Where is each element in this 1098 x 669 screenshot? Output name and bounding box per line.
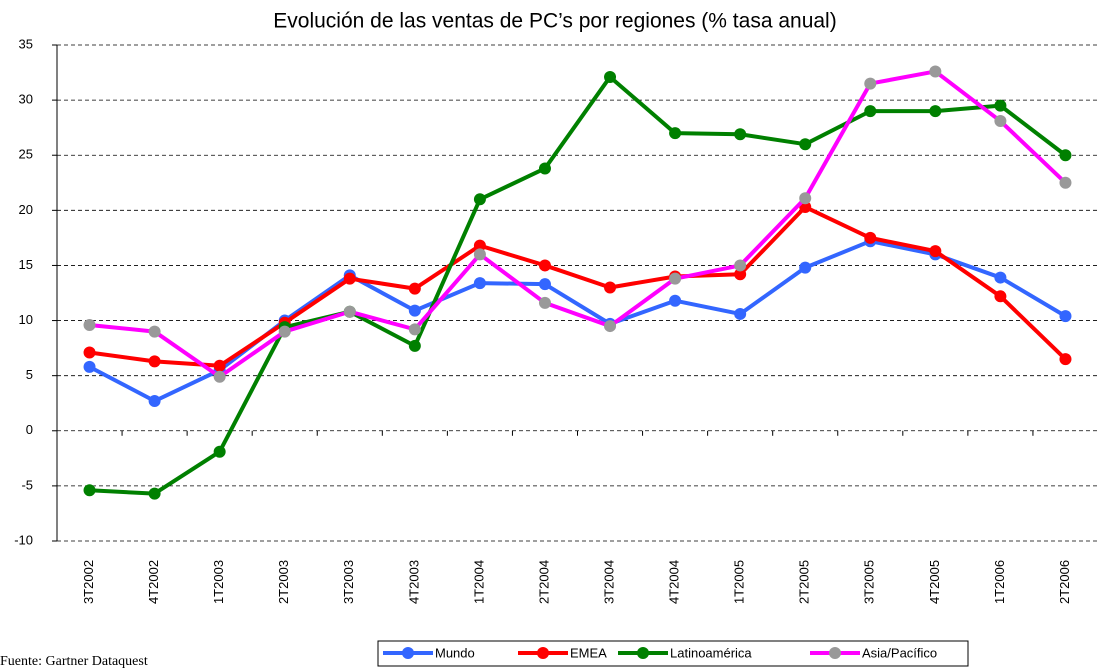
x-tick-label: 4T2002 <box>146 560 161 604</box>
y-tick-label: -5 <box>21 477 33 492</box>
y-tick-label: 0 <box>26 422 33 437</box>
data-point <box>213 370 226 383</box>
data-point <box>604 320 617 333</box>
data-point <box>734 268 747 281</box>
x-tick-label: 1T2006 <box>992 560 1007 604</box>
data-point <box>148 487 161 500</box>
x-tick-label: 4T2003 <box>406 560 421 604</box>
data-point <box>799 261 812 274</box>
x-tick-label: 1T2004 <box>471 560 486 604</box>
legend-label: Latinoamérica <box>670 645 752 660</box>
data-point <box>538 278 551 291</box>
data-point <box>538 162 551 175</box>
data-point <box>734 128 747 141</box>
y-tick-label: 25 <box>19 147 33 162</box>
data-point <box>538 259 551 272</box>
source-note: Fuente: Gartner Dataquest <box>0 654 148 669</box>
legend-marker <box>402 647 414 659</box>
x-tick-label: 2T2005 <box>797 560 812 604</box>
data-point <box>1059 353 1072 366</box>
legend-box <box>377 640 969 667</box>
x-tick-label: 1T2003 <box>211 560 226 604</box>
data-point <box>343 272 356 285</box>
y-tick-label: -10 <box>14 532 33 547</box>
data-point <box>538 296 551 309</box>
x-tick-label: 2T2003 <box>276 560 291 604</box>
data-point <box>408 323 421 336</box>
data-point <box>1059 310 1072 323</box>
series-line <box>89 74 1067 496</box>
y-tick-label: 20 <box>19 202 33 217</box>
data-point <box>213 445 226 458</box>
data-point <box>83 318 96 331</box>
data-point <box>1059 149 1072 162</box>
chart-title: Evolución de las ventas de PC’s por regi… <box>273 10 836 33</box>
data-point <box>669 127 682 140</box>
data-point <box>408 304 421 317</box>
data-point <box>669 272 682 285</box>
data-point <box>473 193 486 206</box>
data-point <box>734 307 747 320</box>
legend-marker <box>637 647 649 659</box>
y-tick-label: 10 <box>19 312 33 327</box>
x-tick-label: 2T2006 <box>1057 560 1072 604</box>
data-point <box>83 484 96 497</box>
data-point <box>994 99 1007 112</box>
data-point <box>1059 176 1072 189</box>
data-point <box>734 259 747 272</box>
data-point <box>148 325 161 338</box>
x-tick-label: 3T2004 <box>601 560 616 604</box>
data-point <box>994 290 1007 303</box>
data-point <box>604 281 617 294</box>
x-tick-label: 4T2004 <box>667 560 682 604</box>
data-point <box>864 77 877 90</box>
x-tick-label: 3T2002 <box>81 560 96 604</box>
data-point <box>929 65 942 78</box>
legend-marker <box>537 647 549 659</box>
legend-label: Mundo <box>435 645 475 660</box>
data-point <box>799 192 812 205</box>
data-point <box>213 359 226 372</box>
data-point <box>864 105 877 118</box>
legend-marker <box>829 647 841 659</box>
y-tick-label: 35 <box>19 36 33 51</box>
data-point <box>473 277 486 290</box>
x-tick-label: 3T2003 <box>341 560 356 604</box>
legend-label: EMEA <box>570 645 607 660</box>
y-tick-label: 15 <box>19 257 33 272</box>
legend-label: Asia/Pacífico <box>862 645 937 660</box>
data-point <box>604 70 617 83</box>
data-point <box>148 355 161 368</box>
data-point <box>799 138 812 151</box>
data-point <box>473 239 486 252</box>
series-line <box>89 205 1067 368</box>
y-tick-label: 30 <box>19 92 33 107</box>
data-point <box>669 294 682 307</box>
data-point <box>994 115 1007 128</box>
data-point <box>473 248 486 261</box>
x-tick-label: 4T2005 <box>927 560 942 604</box>
series-line <box>89 69 1067 379</box>
data-point <box>929 105 942 118</box>
data-point <box>994 271 1007 284</box>
data-point <box>864 231 877 244</box>
data-point <box>408 282 421 295</box>
data-point <box>343 305 356 318</box>
x-tick-label: 1T2005 <box>732 560 747 604</box>
data-point <box>408 339 421 352</box>
data-point <box>929 245 942 258</box>
data-point <box>148 395 161 408</box>
data-point <box>83 346 96 359</box>
data-point <box>278 325 291 338</box>
x-tick-label: 2T2004 <box>536 560 551 604</box>
x-tick-label: 3T2005 <box>862 560 877 604</box>
data-point <box>83 360 96 373</box>
y-tick-label: 5 <box>26 367 33 382</box>
